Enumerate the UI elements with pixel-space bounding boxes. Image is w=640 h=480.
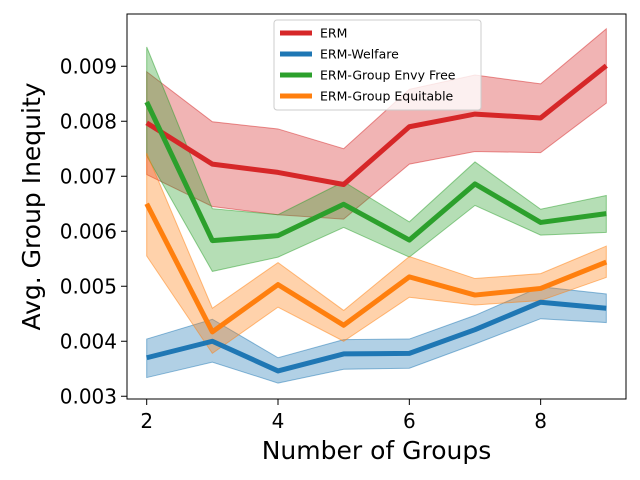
erm-welfare-legend-label: ERM-Welfare bbox=[320, 47, 399, 62]
series-lines bbox=[144, 63, 608, 374]
erm-legend-label: ERM bbox=[320, 26, 347, 41]
y-tick-label: 0.007 bbox=[60, 164, 117, 188]
y-tick-label: 0.005 bbox=[60, 274, 117, 298]
erm-group-envy-free-confidence-band bbox=[146, 46, 607, 272]
erm-group-envy-free-legend-label: ERM-Group Envy Free bbox=[320, 68, 456, 83]
y-tick-label: 0.009 bbox=[60, 54, 117, 78]
x-tick-label: 2 bbox=[140, 409, 153, 433]
plot-frame bbox=[126, 13, 627, 400]
x-tick-label: 8 bbox=[534, 409, 547, 433]
x-tick-label: 4 bbox=[272, 409, 285, 433]
y-tick-label: 0.004 bbox=[60, 329, 117, 353]
erm-welfare-line bbox=[146, 299, 607, 374]
y-tick-label: 0.006 bbox=[60, 219, 117, 243]
erm-welfare-confidence-band bbox=[146, 286, 607, 384]
erm-line bbox=[145, 63, 608, 187]
legend-box bbox=[273, 19, 482, 111]
erm-group-equitable-legend-label: ERM-Group Equitable bbox=[320, 89, 454, 104]
erm-group-equitable-line bbox=[144, 202, 608, 335]
erm-group-envy-free-line bbox=[144, 100, 607, 244]
y-tick-label: 0.008 bbox=[60, 109, 117, 133]
y-tick-label: 0.003 bbox=[60, 384, 117, 408]
y-axis-label: Avg. Group Inequity bbox=[17, 82, 46, 330]
y-axis-ticks: 0.003 0.004 0.005 0.006 0.007 0.008 0.009 bbox=[60, 54, 127, 408]
erm-group-equitable-confidence-band bbox=[146, 152, 607, 355]
legend: ERM ERM-Welfare ERM-Group Envy Free ERM-Gro… bbox=[273, 19, 482, 111]
x-tick-label: 6 bbox=[403, 409, 416, 433]
x-axis-label: Number of Groups bbox=[262, 436, 492, 465]
x-axis-ticks: 2 4 6 8 bbox=[140, 399, 547, 433]
